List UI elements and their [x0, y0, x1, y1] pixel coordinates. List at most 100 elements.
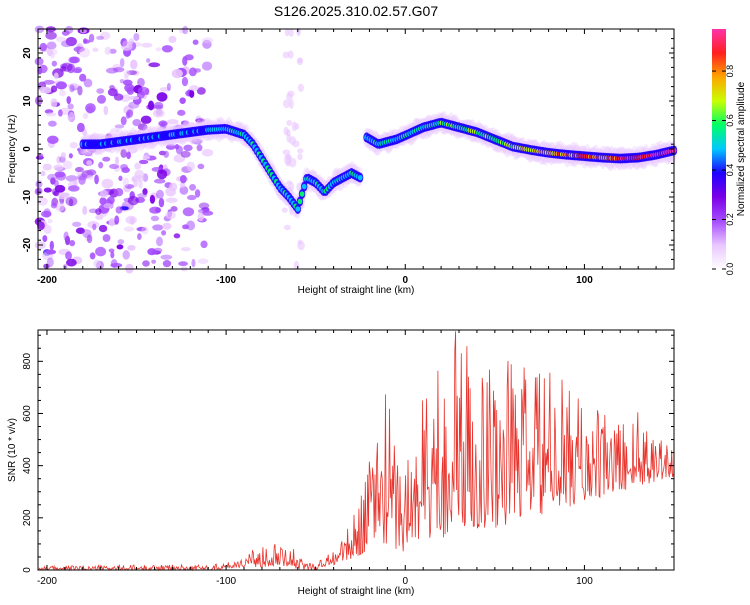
- noise-blob: [51, 60, 58, 67]
- noise-blob: [141, 42, 153, 48]
- noise-blob: [86, 234, 93, 244]
- noise-blob: [79, 73, 87, 82]
- noise-blob: [120, 116, 127, 126]
- noise-blob: [178, 261, 188, 267]
- noise-blob: [130, 59, 138, 70]
- noise-blob: [114, 156, 120, 166]
- noise-blob: [168, 35, 177, 44]
- spectrogram-x-label: Height of straight line (km): [298, 285, 415, 296]
- noise-blob: [119, 58, 125, 68]
- noise-blob: [282, 149, 291, 156]
- noise-blob: [43, 263, 50, 269]
- noise-blob: [120, 38, 128, 47]
- noise-blob: [194, 68, 201, 73]
- noise-blob: [128, 38, 135, 45]
- noise-blob: [45, 31, 57, 40]
- noise-blob: [177, 109, 186, 116]
- noise-blob: [41, 86, 52, 94]
- spectrogram-y-label: Frequency (Hz): [7, 115, 18, 184]
- noise-blob: [292, 140, 300, 148]
- noise-blob: [49, 52, 56, 59]
- noise-blob: [182, 25, 189, 35]
- noise-blob: [189, 89, 195, 99]
- noise-blob: [134, 162, 141, 170]
- noise-blob: [287, 50, 294, 59]
- noise-blob: [48, 120, 57, 127]
- noise-blob: [37, 153, 44, 159]
- noise-blob: [62, 160, 73, 170]
- noise-blob: [42, 163, 52, 171]
- ridge-core: [357, 175, 363, 181]
- noise-blob: [35, 180, 43, 188]
- noise-blob: [54, 184, 66, 193]
- noise-blob: [165, 197, 178, 203]
- noise-blob: [149, 194, 156, 204]
- noise-blob: [75, 227, 86, 234]
- colorbar-ticks: 0.0 0.2 0.4 0.6 0.8: [712, 65, 735, 275]
- noise-blob: [191, 138, 203, 145]
- noise-blob: [289, 205, 294, 216]
- noise-blob: [77, 85, 83, 96]
- colorbar-label: Normalized spectral amplitude: [736, 81, 747, 216]
- noise-blob: [65, 175, 78, 182]
- noise-blob: [47, 218, 53, 224]
- noise-blob: [51, 49, 58, 55]
- snr-frame: [37, 329, 675, 571]
- noise-blob: [98, 224, 108, 233]
- noise-blob: [297, 153, 303, 161]
- noise-blob: [142, 155, 151, 160]
- noise-blob: [147, 248, 157, 256]
- noise-blob: [169, 182, 178, 192]
- noise-blob: [110, 251, 115, 259]
- ridge-core: [301, 183, 307, 190]
- y-tick-label: 0: [22, 567, 33, 573]
- noise-blob: [137, 86, 150, 96]
- noise-blob: [126, 109, 134, 118]
- noise-blob: [73, 46, 85, 53]
- noise-blob: [102, 156, 111, 162]
- noise-blob: [127, 146, 138, 154]
- noise-blob: [55, 172, 67, 181]
- noise-blob: [68, 112, 75, 119]
- spectrogram-y-ticks: -20 -10 0 10 20: [22, 28, 674, 270]
- noise-blob: [165, 211, 176, 220]
- noise-blob: [160, 254, 173, 260]
- y-tick-label: 600: [22, 405, 33, 422]
- spectrogram-x-ticks: -200 -100 0 100: [37, 29, 675, 286]
- noise-blob: [50, 98, 58, 108]
- noise-blob: [89, 252, 96, 260]
- x-tick-label: 0: [402, 576, 408, 587]
- noise-blob: [284, 154, 292, 160]
- snr-x-label: Height of straight line (km): [298, 586, 415, 597]
- noise-blob: [59, 89, 66, 97]
- x-tick-label: -100: [216, 275, 236, 286]
- noise-blob: [141, 226, 149, 235]
- noise-blob: [297, 83, 304, 92]
- noise-blob: [129, 216, 135, 225]
- noise-blob: [117, 239, 125, 245]
- noise-blob: [103, 105, 109, 116]
- spectrogram-ridge: [78, 111, 678, 219]
- noise-blob: [179, 97, 186, 105]
- noise-blob: [133, 179, 138, 188]
- colorbar-tick-label: 0.0: [725, 263, 735, 276]
- noise-blob: [124, 83, 135, 93]
- noise-blob: [191, 258, 196, 268]
- noise-blob: [202, 39, 212, 49]
- noise-blob: [39, 42, 48, 52]
- noise-blob: [74, 167, 84, 173]
- noise-blob: [45, 249, 57, 255]
- noise-blob: [189, 85, 199, 91]
- noise-blob: [113, 66, 125, 73]
- noise-blob: [47, 173, 58, 181]
- noise-blob: [42, 235, 48, 243]
- noise-blob: [189, 184, 197, 191]
- noise-blob: [120, 148, 128, 159]
- noise-blob: [60, 152, 66, 158]
- noise-blob: [162, 222, 172, 230]
- x-tick-label: -200: [37, 275, 57, 286]
- noise-blob: [94, 174, 99, 185]
- noise-blob: [55, 81, 67, 90]
- noise-blob: [76, 122, 85, 133]
- noise-blob: [95, 208, 102, 216]
